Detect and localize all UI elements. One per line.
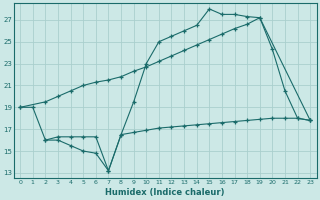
X-axis label: Humidex (Indice chaleur): Humidex (Indice chaleur) [106, 188, 225, 197]
